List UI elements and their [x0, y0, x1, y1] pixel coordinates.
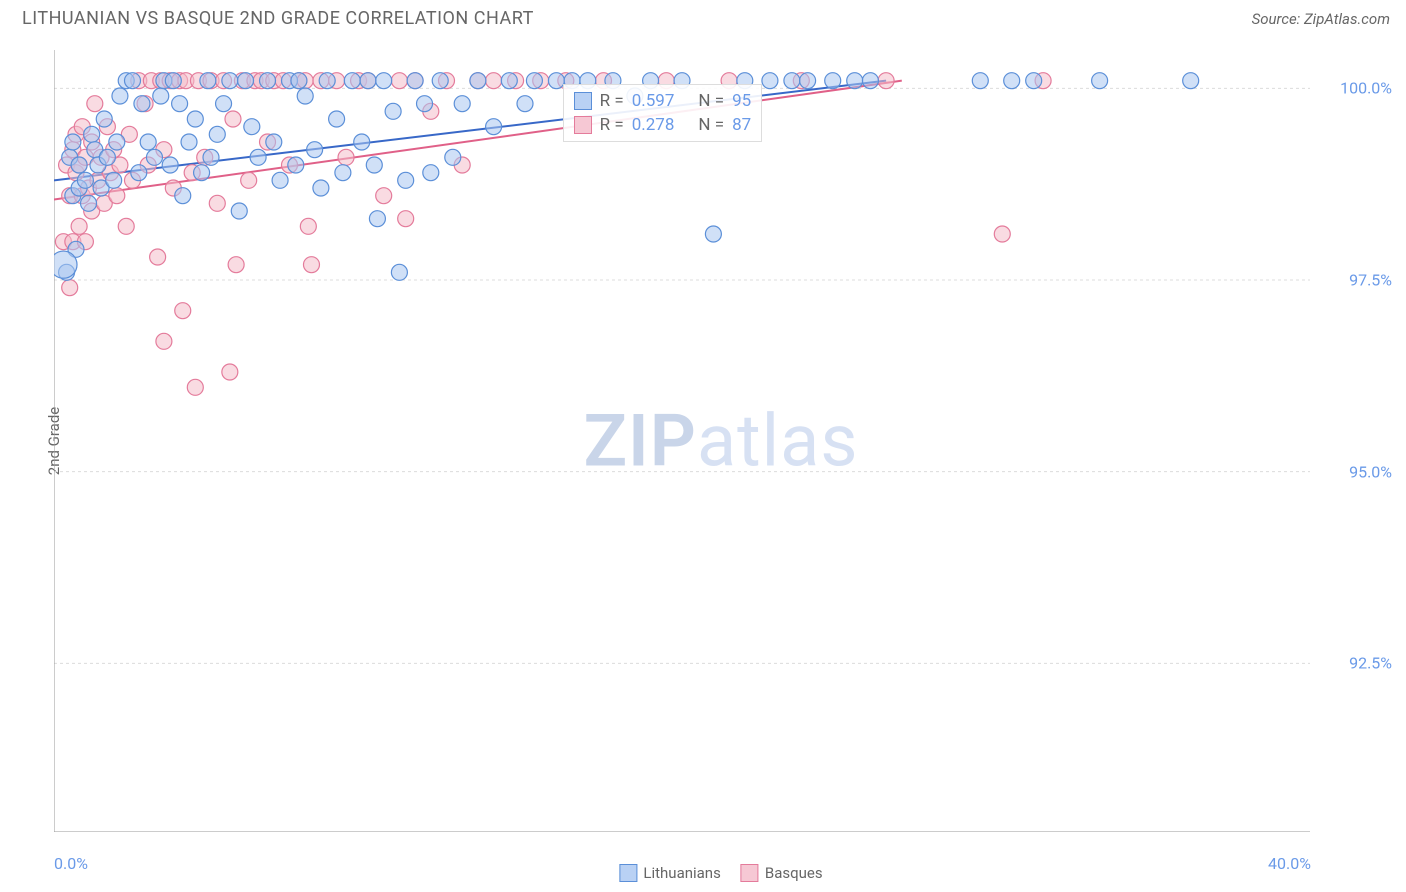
stat-row: R = 0.278 N = 87 — [574, 113, 752, 137]
stat-n-value: 87 — [732, 115, 751, 135]
correlation-stats-box: R = 0.597 N = 95 R = 0.278 N = 87 — [563, 84, 763, 142]
y-tick-label: 92.5% — [1349, 654, 1392, 673]
y-tick-label: 95.0% — [1349, 462, 1392, 481]
stat-swatch — [574, 116, 592, 134]
stat-row: R = 0.597 N = 95 — [574, 89, 752, 113]
legend-item: Lithuanians — [619, 864, 720, 882]
x-axis-area: 0.0% 40.0% Lithuanians Basques — [54, 842, 1388, 882]
chart-title: LITHUANIAN VS BASQUE 2ND GRADE CORRELATI… — [22, 8, 534, 29]
stat-n-label: N = — [698, 91, 724, 111]
legend-swatch — [741, 864, 759, 882]
chart-source: Source: ZipAtlas.com — [1252, 10, 1390, 28]
chart-area: 2nd Grade ZIPatlas 92.5%95.0%97.5%100.0%… — [54, 50, 1388, 832]
stat-n-label: N = — [698, 115, 724, 135]
y-tick-label: 97.5% — [1349, 271, 1392, 290]
legend-item: Basques — [741, 864, 823, 882]
legend-label: Lithuanians — [643, 864, 720, 882]
x-axis-end-label: 40.0% — [1268, 854, 1311, 873]
stat-r-label: R = — [600, 91, 624, 111]
scatter-plot — [54, 50, 1388, 832]
legend-swatch — [619, 864, 637, 882]
stat-r-label: R = — [600, 115, 624, 135]
stat-swatch — [574, 92, 592, 110]
x-axis-end-label: 0.0% — [54, 854, 88, 873]
stat-r-value: 0.278 — [632, 115, 675, 135]
legend-label: Basques — [765, 864, 823, 882]
y-tick-label: 100.0% — [1340, 79, 1392, 98]
chart-header: LITHUANIAN VS BASQUE 2ND GRADE CORRELATI… — [0, 0, 1406, 37]
stat-n-value: 95 — [732, 91, 751, 111]
legend: Lithuanians Basques — [619, 864, 822, 882]
stat-r-value: 0.597 — [632, 91, 675, 111]
